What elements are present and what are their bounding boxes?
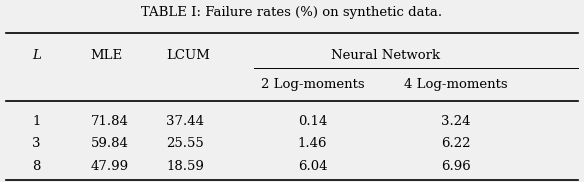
Text: 3.24: 3.24: [441, 114, 470, 128]
Text: Neural Network: Neural Network: [331, 49, 440, 62]
Text: 6.04: 6.04: [298, 160, 327, 173]
Text: 18.59: 18.59: [166, 160, 204, 173]
Text: 47.99: 47.99: [91, 160, 128, 173]
Text: 71.84: 71.84: [91, 114, 128, 128]
Text: MLE: MLE: [91, 49, 123, 62]
Text: 37.44: 37.44: [166, 114, 204, 128]
Text: 8: 8: [32, 160, 40, 173]
Text: 25.55: 25.55: [166, 137, 204, 150]
Text: LCUM: LCUM: [166, 49, 210, 62]
Text: 0.14: 0.14: [298, 114, 327, 128]
Text: 4 Log-moments: 4 Log-moments: [404, 78, 507, 91]
Text: 59.84: 59.84: [91, 137, 128, 150]
Text: L: L: [32, 49, 41, 62]
Text: 1: 1: [32, 114, 40, 128]
Text: 6.22: 6.22: [441, 137, 470, 150]
Text: 2 Log-moments: 2 Log-moments: [260, 78, 364, 91]
Text: 6.96: 6.96: [441, 160, 470, 173]
Text: 1.46: 1.46: [298, 137, 327, 150]
Text: TABLE I: Failure rates (%) on synthetic data.: TABLE I: Failure rates (%) on synthetic …: [141, 6, 443, 19]
Text: 3: 3: [32, 137, 41, 150]
